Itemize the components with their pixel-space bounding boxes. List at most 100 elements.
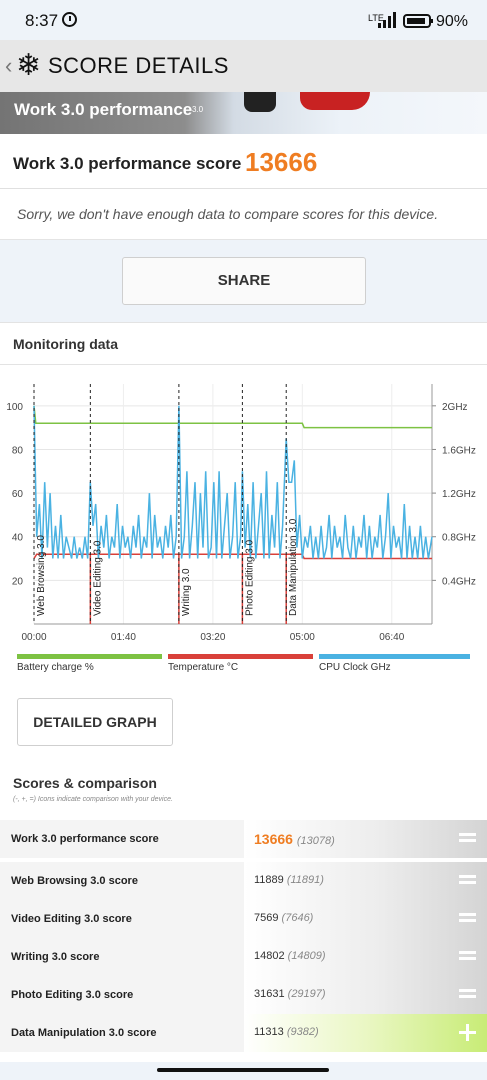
row-label: Writing 3.0 score: [0, 938, 244, 976]
equal-icon: [459, 950, 476, 962]
hero-sled-image: [300, 92, 370, 110]
x-tick-label: 06:40: [379, 632, 404, 643]
series-line: [33, 405, 432, 429]
row-label: Data Manipulation 3.0 score: [0, 1014, 244, 1052]
divider: [0, 364, 487, 365]
y-right-tick-label: 0.4GHz: [442, 576, 476, 587]
legend-label: Temperature °C: [168, 662, 239, 673]
row-value: 7569 (7646): [254, 912, 313, 924]
row-reference: (13078): [296, 835, 335, 847]
row-value: 31631 (29197): [254, 988, 326, 1000]
table-row[interactable]: Writing 3.0 score 14802 (14809): [0, 938, 487, 976]
row-value: 14802 (14809): [254, 950, 326, 962]
series-line: [33, 405, 433, 559]
row-label: Work 3.0 performance score: [0, 820, 244, 858]
y-right-tick-label: 1.2GHz: [442, 489, 476, 500]
signal-icon: [378, 12, 396, 28]
row-reference: (14809): [287, 950, 326, 962]
legend-label: Battery charge %: [17, 662, 94, 673]
battery-percent: 90%: [436, 13, 469, 30]
row-value: 13666 (13078): [254, 831, 335, 847]
table-row[interactable]: Photo Editing 3.0 score 31631 (29197): [0, 976, 487, 1014]
back-icon[interactable]: ‹: [5, 53, 13, 78]
comparison-title: Scores & comparison: [13, 775, 157, 791]
battery-icon: [403, 14, 433, 28]
legend-label: CPU Clock GHz: [319, 662, 391, 673]
row-value-cell: 14802 (14809): [244, 938, 487, 976]
monitoring-title: Monitoring data: [13, 336, 118, 352]
home-indicator[interactable]: [157, 1068, 329, 1072]
y-right-tick-label: 1.6GHz: [442, 445, 476, 456]
row-value-cell: 13666 (13078): [244, 820, 487, 858]
snowflake-logo-icon: ❄: [16, 49, 42, 82]
equal-icon: [459, 874, 476, 886]
y-left-tick-label: 100: [6, 402, 23, 413]
alarm-icon: [62, 12, 77, 27]
segment-label: Data Manipulation 3.0: [288, 518, 299, 616]
segment-label: Photo Editing 3.0: [244, 539, 255, 616]
y-left-tick-label: 80: [12, 445, 24, 456]
row-value: 11313 (9382): [254, 1026, 319, 1038]
monitoring-card: Monitoring data 20 40 60 80 100 0.4GHz 0.8GHz 1…: [0, 322, 487, 1062]
y-right-tick-label: 0.8GHz: [442, 533, 476, 544]
segment-label: Web Browsing 3.0: [36, 535, 47, 616]
row-score: 31631: [254, 988, 285, 1000]
y-left-tick-label: 20: [12, 576, 24, 587]
table-row[interactable]: Video Editing 3.0 score 7569 (7646): [0, 900, 487, 938]
y-left-tick-label: 40: [12, 533, 24, 544]
equal-icon: [459, 988, 476, 1000]
table-row[interactable]: Work 3.0 performance score 13666 (13078): [0, 820, 487, 858]
legend-temperature: Temperature °C: [168, 654, 313, 674]
x-tick-label: 03:20: [200, 632, 225, 643]
monitoring-chart-svg: 20 40 60 80 100 0.4GHz 0.8GHz 1.2GHz 1.6GHz 2GHz 0…: [6, 384, 476, 643]
row-score: 13666: [254, 831, 293, 847]
score-value: 13666: [245, 147, 318, 177]
share-button[interactable]: SHARE: [122, 257, 366, 305]
y-right-tick-label: 2GHz: [442, 402, 468, 413]
plus-icon: [459, 1024, 476, 1041]
row-value-cell: 31631 (29197): [244, 976, 487, 1014]
legend-battery: Battery charge %: [17, 654, 162, 674]
x-tick-label: 01:40: [111, 632, 136, 643]
page-title: SCORE DETAILS: [48, 53, 229, 78]
status-bar: 8:37 LTE 90%: [0, 0, 487, 40]
hero-title: Work 3.0 performance: [14, 100, 193, 119]
row-reference: (7646): [281, 912, 314, 924]
row-value-cell: 7569 (7646): [244, 900, 487, 938]
y-left-tick-label: 60: [12, 489, 24, 500]
comparison-subtitle: (-, +, =) Icons indicate comparison with…: [13, 796, 173, 803]
score-label: Work 3.0 performance score: [13, 154, 242, 173]
hero-version: 3.0: [192, 105, 204, 114]
status-time: 8:37: [25, 11, 59, 30]
row-value: 11889 (11891): [254, 874, 324, 886]
x-tick-label: 05:00: [290, 632, 315, 643]
row-score: 14802: [254, 950, 285, 962]
hero-person-image: [244, 92, 276, 112]
network-type: LTE: [368, 13, 384, 23]
app-bar: ‹ ❄ SCORE DETAILS: [0, 40, 487, 92]
row-score: 11889: [254, 874, 284, 886]
row-label: Photo Editing 3.0 score: [0, 976, 244, 1014]
hero-banner: Work 3.0 performance 3.0: [0, 92, 487, 134]
row-reference: (9382): [286, 1026, 319, 1038]
row-label: Web Browsing 3.0 score: [0, 862, 244, 900]
compare-note: Sorry, we don't have enough data to comp…: [17, 206, 439, 222]
row-value-cell: 11889 (11891): [244, 862, 487, 900]
detailed-graph-button[interactable]: DETAILED GRAPH: [17, 698, 173, 746]
segment-label: Video Editing 3.0: [92, 540, 103, 616]
row-value-cell: 11313 (9382): [244, 1014, 487, 1052]
monitoring-chart: 20 40 60 80 100 0.4GHz 0.8GHz 1.2GHz 1.6GHz 2GHz 0…: [0, 370, 487, 670]
table-row[interactable]: Web Browsing 3.0 score 11889 (11891): [0, 862, 487, 900]
score-card: Work 3.0 performance score 13666 Sorry, …: [0, 134, 487, 240]
equal-icon: [459, 832, 476, 844]
legend-cpu: CPU Clock GHz: [319, 654, 470, 674]
equal-icon: [459, 912, 476, 924]
segment-label: Writing 3.0: [181, 568, 192, 616]
row-label: Video Editing 3.0 score: [0, 900, 244, 938]
x-tick-label: 00:00: [21, 632, 46, 643]
row-reference: (11891): [286, 874, 324, 886]
row-score: 11313: [254, 1026, 284, 1038]
table-row[interactable]: Data Manipulation 3.0 score 11313 (9382): [0, 1014, 487, 1052]
row-reference: (29197): [287, 988, 326, 1000]
row-score: 7569: [254, 912, 279, 924]
